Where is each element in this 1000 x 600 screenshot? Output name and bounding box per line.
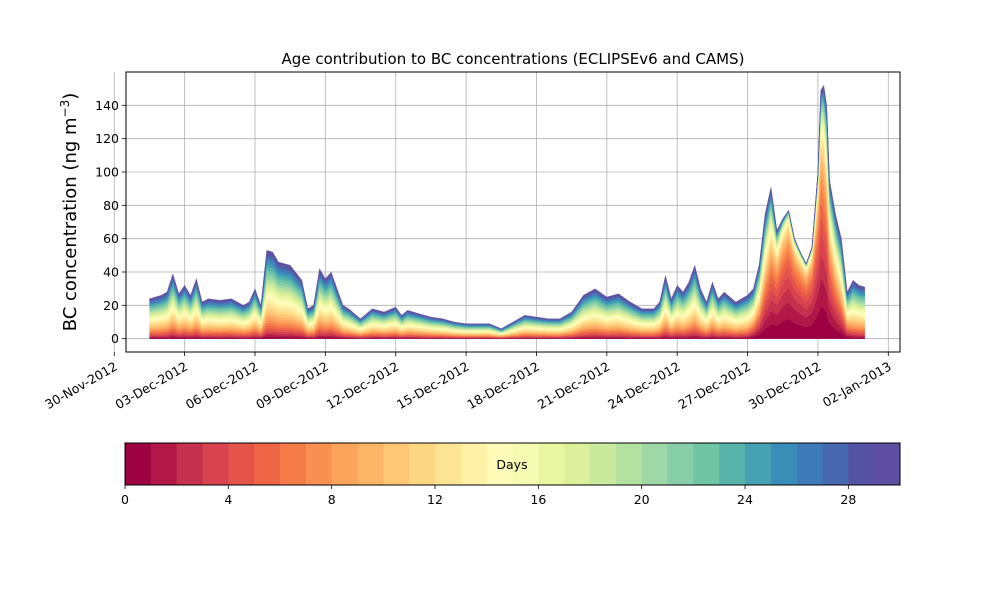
colorbar-tick-label: 0 — [121, 492, 129, 507]
colorbar-swatch — [512, 443, 539, 485]
colorbar-swatch — [770, 443, 798, 485]
y-tick-label: 20 — [103, 298, 119, 313]
colorbar-tick-label: 12 — [427, 492, 443, 507]
colorbar-swatch — [848, 443, 875, 485]
y-tick-label: 100 — [95, 165, 119, 180]
y-tick-label: 80 — [103, 198, 119, 213]
y-axis-label-main: BC concentration (ng m — [60, 117, 81, 331]
stacked-area-bands — [149, 84, 865, 339]
colorbar-swatch — [254, 443, 281, 485]
colorbar-swatch — [874, 443, 901, 485]
grid — [113, 72, 900, 352]
colorbar-tick-label: 28 — [840, 492, 856, 507]
colorbar-swatch — [228, 443, 255, 485]
colorbar-swatch — [745, 443, 772, 485]
colorbar-frame — [124, 442, 901, 486]
colorbar-label: Days — [496, 457, 527, 472]
colorbar-tick-label: 20 — [634, 492, 650, 507]
x-tick-label: 24-Dec-2012 — [605, 359, 683, 412]
age-band-29 — [149, 84, 865, 330]
y-axis: 0 20 40 60 80 100 120 140 — [95, 98, 126, 346]
colorbar-swatch — [615, 443, 643, 485]
colorbar-swatch — [383, 443, 410, 485]
x-tick-label: 06-Dec-2012 — [183, 359, 261, 412]
colorbar-swatch — [150, 443, 178, 485]
y-tick-label: 120 — [95, 131, 119, 146]
colorbar-swatch — [202, 443, 229, 485]
colorbar-swatch — [667, 443, 694, 485]
colorbar-swatch — [693, 443, 720, 485]
x-tick-label: 12-Dec-2012 — [324, 359, 402, 412]
y-tick-label: 0 — [111, 331, 119, 346]
colorbar-tick-label: 16 — [530, 492, 546, 507]
x-tick-label: 03-Dec-2012 — [113, 359, 191, 412]
colorbar-swatch — [357, 443, 384, 485]
colorbar-swatch — [305, 443, 333, 485]
y-axis-label: BC concentration (ng m−3) — [58, 93, 81, 332]
x-tick-label: 30-Nov-2012 — [42, 359, 119, 412]
x-tick-label: 09-Dec-2012 — [253, 359, 331, 412]
y-axis-label-exponent: −3 — [58, 100, 72, 118]
y-axis-label-close: ) — [60, 93, 81, 100]
colorbar-tick-label: 8 — [328, 492, 336, 507]
colorbar-swatch — [176, 443, 203, 485]
colorbar-tick-label: 4 — [224, 492, 232, 507]
colorbar-swatch — [435, 443, 462, 485]
colorbar-swatch — [486, 443, 513, 485]
x-tick-label: 18-Dec-2012 — [464, 359, 542, 412]
colorbar-swatch — [590, 443, 617, 485]
y-tick-label: 40 — [103, 265, 119, 280]
x-tick-label: 21-Dec-2012 — [535, 359, 613, 412]
x-axis: 30-Nov-201203-Dec-201206-Dec-201209-Dec-… — [42, 352, 894, 412]
colorbar-swatch — [796, 443, 823, 485]
colorbar-swatch — [719, 443, 746, 485]
colorbar-swatch — [538, 443, 565, 485]
x-tick-label: 27-Dec-2012 — [675, 359, 753, 412]
colorbar-swatch — [641, 443, 668, 485]
x-tick-label: 30-Dec-2012 — [746, 359, 824, 412]
chart-title: Age contribution to BC concentrations (E… — [282, 50, 745, 68]
plot-frame — [125, 71, 901, 353]
colorbar-swatch — [822, 443, 849, 485]
colorbar-swatch — [280, 443, 307, 485]
x-tick-label: 02-Jan-2013 — [820, 359, 894, 410]
colorbar-swatch — [331, 443, 358, 485]
x-tick-label: 15-Dec-2012 — [394, 359, 472, 412]
colorbar-tick-label: 24 — [737, 492, 753, 507]
colorbar-swatch — [409, 443, 436, 485]
colorbar-swatch — [125, 443, 152, 485]
colorbar: 0 4 8 12 16 20 24 28 — [121, 442, 901, 507]
colorbar-swatch — [460, 443, 488, 485]
colorbar-swatch — [564, 443, 591, 485]
y-tick-label: 140 — [95, 98, 119, 113]
y-tick-label: 60 — [103, 231, 119, 246]
